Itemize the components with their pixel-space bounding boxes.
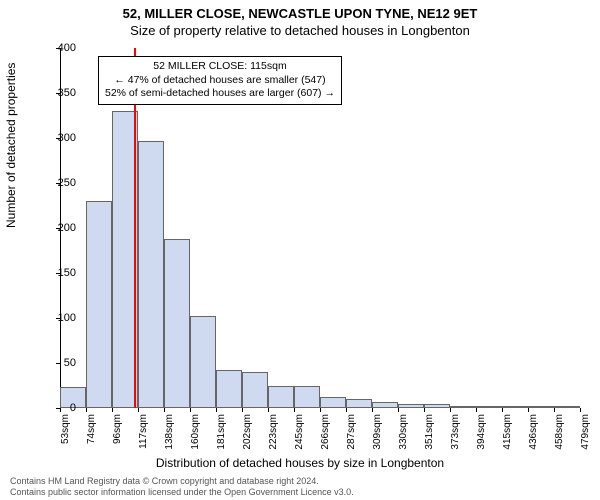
x-tick-mark	[242, 408, 243, 412]
histogram-bar	[346, 399, 372, 408]
y-tick-label: 300	[36, 132, 76, 144]
histogram-bar	[164, 239, 190, 408]
x-tick-mark	[372, 408, 373, 412]
x-tick-label: 458sqm	[554, 414, 565, 454]
histogram-bar	[242, 372, 268, 408]
annotation-line-1: 52 MILLER CLOSE: 115sqm	[105, 60, 335, 74]
y-tick-label: 200	[36, 222, 76, 234]
histogram-bar	[398, 404, 424, 409]
x-tick-mark	[216, 408, 217, 412]
x-axis-label: Distribution of detached houses by size …	[0, 456, 600, 470]
histogram-bar	[268, 386, 294, 409]
x-tick-mark	[294, 408, 295, 412]
x-tick-mark	[528, 408, 529, 412]
chart-title-sub: Size of property relative to detached ho…	[0, 21, 600, 38]
histogram-bar	[372, 402, 398, 408]
histogram-bar	[476, 406, 502, 408]
x-tick-label: 373sqm	[450, 414, 461, 454]
x-tick-mark	[112, 408, 113, 412]
x-tick-label: 160sqm	[190, 414, 201, 454]
x-tick-label: 479sqm	[580, 414, 591, 454]
footer-line-1: Contains HM Land Registry data © Crown c…	[10, 476, 354, 487]
x-tick-label: 53sqm	[60, 414, 71, 454]
y-tick-label: 150	[36, 267, 76, 279]
x-tick-mark	[424, 408, 425, 412]
footer-line-2: Contains public sector information licen…	[10, 487, 354, 498]
histogram-bar	[138, 141, 164, 408]
x-tick-label: 330sqm	[398, 414, 409, 454]
x-tick-label: 74sqm	[86, 414, 97, 454]
x-tick-label: 245sqm	[294, 414, 305, 454]
x-tick-label: 415sqm	[502, 414, 513, 454]
annotation-line-3: 52% of semi-detached houses are larger (…	[105, 87, 335, 101]
annotation-box: 52 MILLER CLOSE: 115sqm← 47% of detached…	[98, 56, 342, 105]
x-tick-mark	[346, 408, 347, 412]
x-tick-mark	[190, 408, 191, 412]
chart-container: 52, MILLER CLOSE, NEWCASTLE UPON TYNE, N…	[0, 0, 600, 500]
histogram-bar	[86, 201, 112, 408]
x-tick-mark	[164, 408, 165, 412]
histogram-bar	[450, 406, 476, 408]
x-tick-label: 96sqm	[112, 414, 123, 454]
x-tick-label: 394sqm	[476, 414, 487, 454]
x-tick-label: 266sqm	[320, 414, 331, 454]
annotation-line-2: ← 47% of detached houses are smaller (54…	[105, 74, 335, 88]
footer-attribution: Contains HM Land Registry data © Crown c…	[10, 476, 354, 498]
plot-area: 52 MILLER CLOSE: 115sqm← 47% of detached…	[60, 48, 580, 408]
x-tick-mark	[476, 408, 477, 412]
y-axis-label: Number of detached properties	[4, 63, 18, 228]
histogram-bar	[502, 406, 528, 408]
x-tick-label: 138sqm	[164, 414, 175, 454]
chart-title-main: 52, MILLER CLOSE, NEWCASTLE UPON TYNE, N…	[0, 0, 600, 21]
x-tick-label: 202sqm	[242, 414, 253, 454]
x-tick-mark	[502, 408, 503, 412]
histogram-bar	[424, 404, 450, 408]
y-tick-label: 50	[36, 357, 76, 369]
x-tick-mark	[268, 408, 269, 412]
x-tick-mark	[554, 408, 555, 412]
x-tick-mark	[580, 408, 581, 412]
histogram-bar	[216, 370, 242, 408]
x-tick-mark	[450, 408, 451, 412]
histogram-bar	[190, 316, 216, 408]
y-tick-label: 400	[36, 42, 76, 54]
histogram-bar	[320, 397, 346, 408]
y-tick-label: 350	[36, 87, 76, 99]
histogram-bar	[554, 406, 580, 408]
x-tick-label: 287sqm	[346, 414, 357, 454]
histogram-bar	[294, 386, 320, 409]
x-tick-label: 117sqm	[138, 414, 149, 454]
x-tick-mark	[86, 408, 87, 412]
x-tick-mark	[138, 408, 139, 412]
x-tick-label: 181sqm	[216, 414, 227, 454]
y-tick-label: 250	[36, 177, 76, 189]
histogram-bar	[528, 406, 554, 408]
y-tick-label: 100	[36, 312, 76, 324]
x-tick-label: 223sqm	[268, 414, 279, 454]
x-tick-mark	[320, 408, 321, 412]
y-tick-label: 0	[36, 402, 76, 414]
x-tick-label: 309sqm	[372, 414, 383, 454]
x-tick-label: 351sqm	[424, 414, 435, 454]
x-tick-label: 436sqm	[528, 414, 539, 454]
x-tick-mark	[398, 408, 399, 412]
